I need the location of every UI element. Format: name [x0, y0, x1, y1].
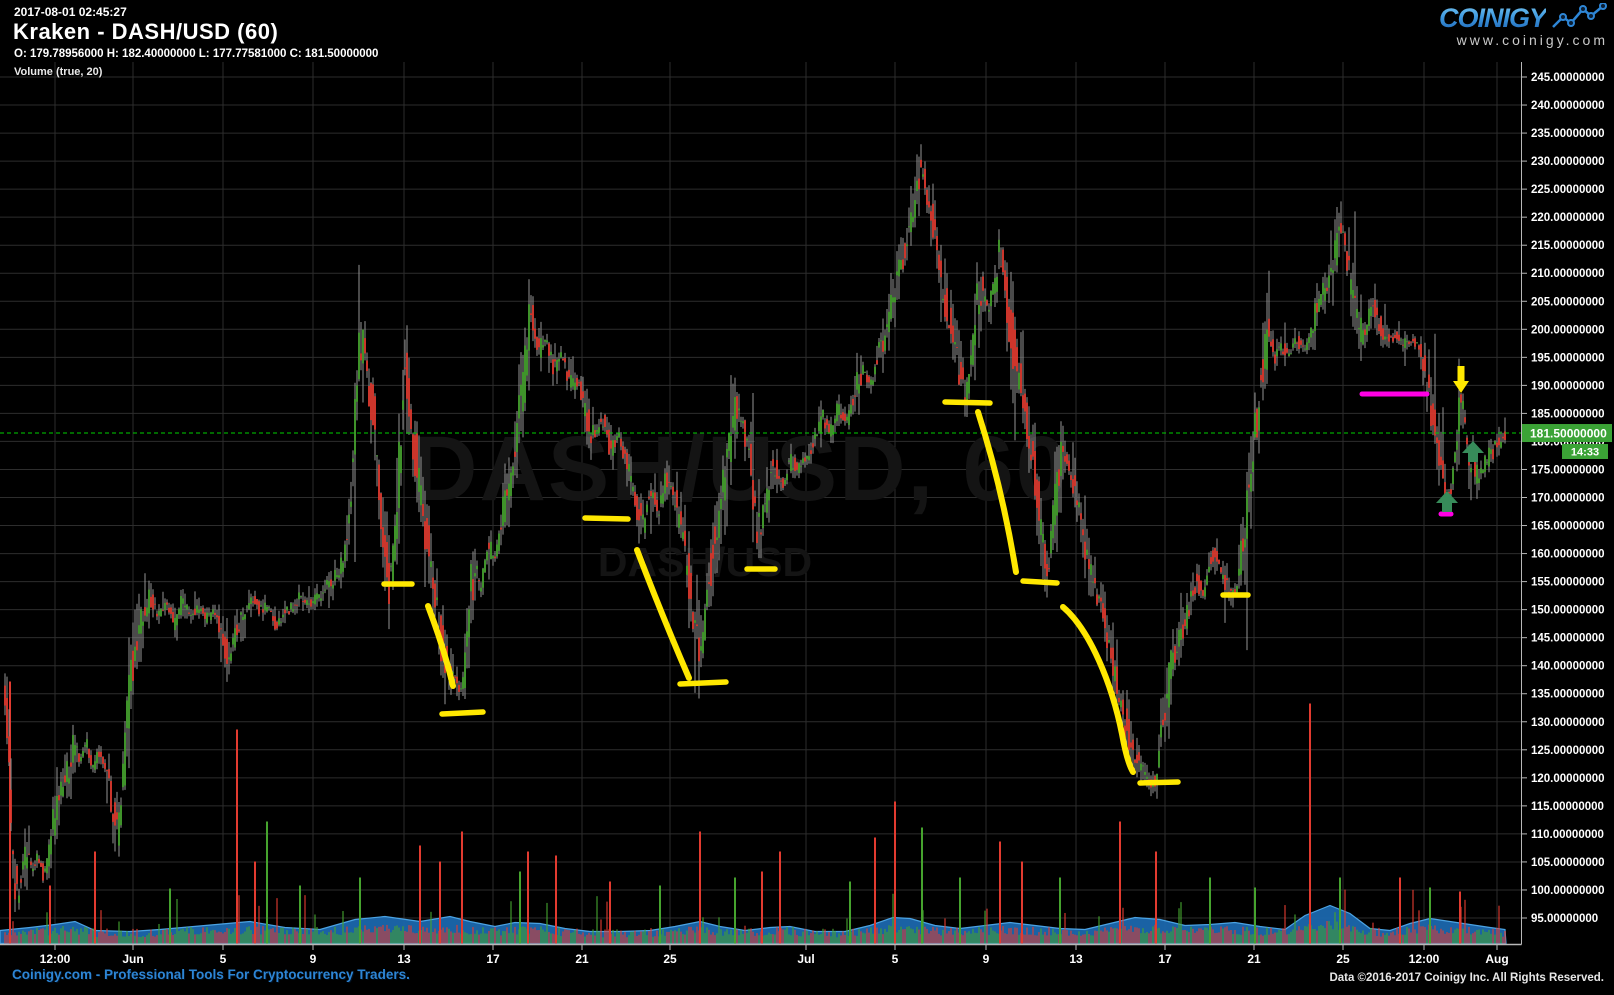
time-tick-label: 25 — [663, 952, 677, 966]
price-tick-label: 125.00000000 — [1531, 745, 1605, 757]
drawing-yellow-curve[interactable] — [975, 409, 1019, 575]
coinigy-url[interactable]: www.coinigy.com — [1456, 32, 1608, 48]
price-tick-label: 240.00000000 — [1531, 100, 1605, 112]
price-axis-labels[interactable]: 95.00000000 100.00000000 105.00000000 110.0… — [1521, 72, 1605, 925]
current-price-tag: 181.50000000 — [1522, 424, 1612, 443]
drawing-yellow-segment[interactable] — [1137, 779, 1181, 786]
price-tick-label: 135.00000000 — [1531, 689, 1605, 701]
drawing-annotations[interactable] — [381, 366, 1484, 786]
time-tick-label: 21 — [1247, 952, 1261, 966]
price-tick-label: 175.00000000 — [1531, 464, 1605, 476]
watermark: DASH/USD, 60 DASH/USD — [411, 418, 1069, 585]
price-tick-label: 215.00000000 — [1531, 240, 1605, 252]
watermark-symbol-small: DASH/USD — [598, 539, 812, 585]
chart-title: Kraken - DASH/USD (60) — [13, 19, 279, 44]
time-tick-label: Aug — [1485, 952, 1508, 966]
candle-countdown-tag: 14:33 — [1562, 444, 1608, 459]
time-tick-label: 25 — [1336, 952, 1350, 966]
drawing-yellow-down-arrow-icon[interactable] — [1453, 366, 1469, 393]
price-tick-label: 185.00000000 — [1531, 408, 1605, 420]
price-tick-label: 160.00000000 — [1531, 549, 1605, 561]
price-tick-label: 150.00000000 — [1531, 605, 1605, 617]
price-tick-label: 170.00000000 — [1531, 493, 1605, 505]
candles — [4, 144, 1506, 912]
time-tick-label: 17 — [1158, 952, 1172, 966]
price-tick-label: 195.00000000 — [1531, 352, 1605, 364]
time-tick-label: 12:00 — [40, 952, 71, 966]
price-tick-label: 110.00000000 — [1531, 829, 1604, 841]
time-tick-label: 13 — [1069, 952, 1083, 966]
time-tick-label: Jun — [122, 952, 143, 966]
svg-text:14:33: 14:33 — [1571, 447, 1599, 459]
drawing-yellow-segment[interactable] — [582, 515, 631, 522]
drawing-yellow-curve[interactable] — [425, 603, 456, 689]
drawing-yellow-curve[interactable] — [634, 547, 692, 681]
price-tick-label: 230.00000000 — [1531, 156, 1605, 168]
time-tick-label: 12:00 — [1409, 952, 1440, 966]
price-tick-label: 200.00000000 — [1531, 324, 1605, 336]
drawing-yellow-segment[interactable] — [677, 679, 729, 687]
price-tick-label: 190.00000000 — [1531, 380, 1605, 392]
footer-tagline[interactable]: Coinigy.com - Professional Tools For Cry… — [12, 967, 410, 982]
price-tick-label: 95.00000000 — [1531, 913, 1598, 925]
drawing-yellow-segment[interactable] — [1020, 578, 1060, 586]
volume-bars — [4, 681, 1506, 944]
axes: 95.00000000 100.00000000 105.00000000 110.0… — [0, 62, 1605, 966]
coinigy-wordmark: COINIGY — [1438, 3, 1547, 33]
price-tick-label: 205.00000000 — [1531, 296, 1605, 308]
price-tick-label: 130.00000000 — [1531, 717, 1605, 729]
price-tick-label: 245.00000000 — [1531, 72, 1605, 84]
volume-indicator-label[interactable]: Volume (true, 20) — [14, 66, 103, 78]
price-tick-label: 140.00000000 — [1531, 661, 1605, 673]
time-tick-label: 13 — [397, 952, 411, 966]
watermark-symbol-big: DASH/USD, 60 — [411, 418, 1069, 520]
drawing-yellow-segment[interactable] — [942, 399, 993, 406]
price-tick-label: 210.00000000 — [1531, 268, 1605, 280]
svg-text:181.50000000: 181.50000000 — [1530, 427, 1607, 441]
chart-timestamp: 2017-08-01 02:45:27 — [14, 5, 127, 19]
time-axis-labels[interactable]: 12:00 Jun 5 9 13 17 21 25 Jul 5 9 13 17 21 25 12:00 Aug — [40, 944, 1509, 966]
price-tick-label: 235.00000000 — [1531, 128, 1605, 140]
time-tick-label: Jul — [797, 952, 814, 966]
price-tick-label: 220.00000000 — [1531, 212, 1605, 224]
ohlc-readout: O: 179.78956000 H: 182.40000000 L: 177.7… — [14, 48, 379, 60]
price-tick-label: 120.00000000 — [1531, 773, 1605, 785]
time-tick-label: 21 — [575, 952, 589, 966]
time-tick-label: 9 — [983, 952, 990, 966]
time-tick-label: 5 — [220, 952, 227, 966]
time-tick-label: 5 — [892, 952, 899, 966]
price-tick-label: 145.00000000 — [1531, 633, 1605, 645]
price-tick-label: 105.00000000 — [1531, 857, 1605, 869]
coinigy-logo[interactable]: COINIGY www.coinigy.com — [1438, 2, 1608, 48]
price-tick-label: 155.00000000 — [1531, 577, 1605, 589]
price-tick-label: 100.00000000 — [1531, 885, 1605, 897]
drawing-yellow-segment[interactable] — [439, 709, 486, 717]
price-tick-label: 115.00000000 — [1531, 801, 1604, 813]
price-tick-label: 225.00000000 — [1531, 184, 1605, 196]
drawing-green-up-arrow-icon[interactable] — [1436, 491, 1458, 512]
price-tick-label: 165.00000000 — [1531, 521, 1605, 533]
time-tick-label: 9 — [310, 952, 317, 966]
drawing-yellow-curve[interactable] — [1060, 604, 1136, 775]
time-tick-label: 17 — [486, 952, 500, 966]
drawing-green-up-arrow-icon[interactable] — [1462, 441, 1484, 462]
line-chart-icon — [1550, 2, 1608, 38]
footer-copyright: Data ©2016-2017 Coinigy Inc. All Rights … — [1329, 972, 1604, 984]
